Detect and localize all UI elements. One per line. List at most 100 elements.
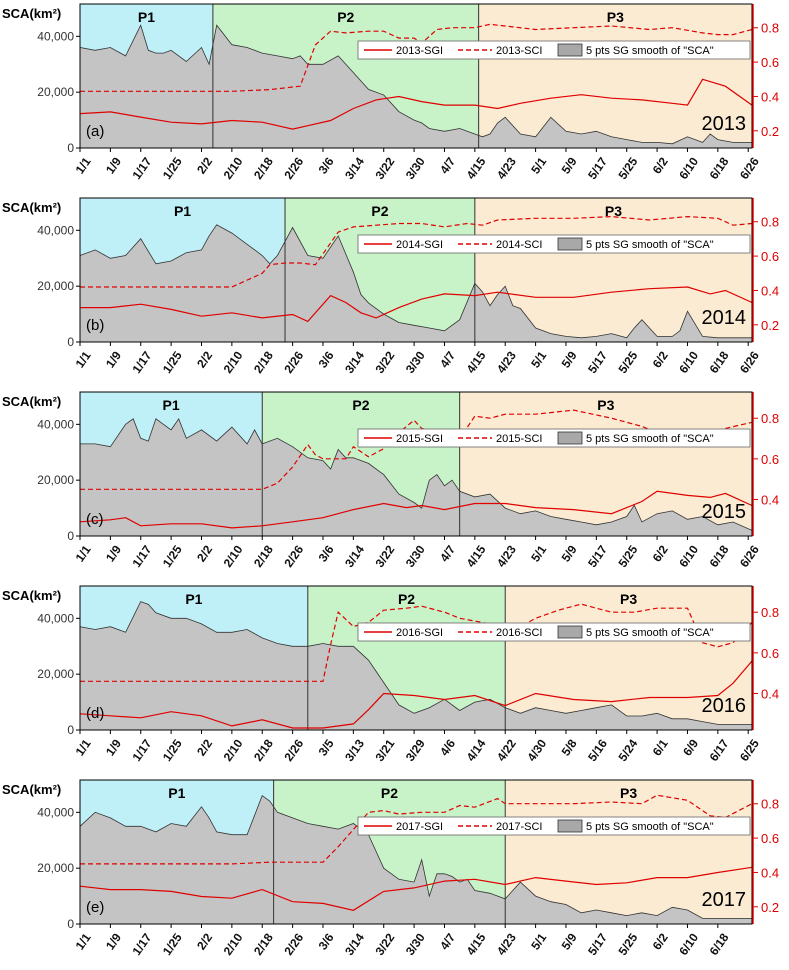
x-tick-label: 4/14 bbox=[464, 736, 489, 763]
x-tick-label: 1/9 bbox=[103, 736, 124, 758]
y-tick-label: 0 bbox=[67, 529, 74, 543]
legend-sca-swatch bbox=[557, 237, 583, 251]
legend-sci-label: 2015-SCI bbox=[496, 433, 542, 445]
period-label-p3: P3 bbox=[620, 591, 637, 607]
x-tick-label: 2/10 bbox=[221, 348, 246, 375]
y2-tick-label: 0.6 bbox=[761, 55, 779, 70]
panel-2: P1 P2 P3 0 20,000 40,000 0.2 0.4 0.6 0.8 1/1 1/9 1/1… bbox=[2, 197, 779, 376]
x-tick-label: 5/25 bbox=[616, 348, 641, 375]
x-tick-label: 4/15 bbox=[464, 542, 489, 569]
x-tick-label: 5/17 bbox=[585, 348, 610, 375]
sgi-line bbox=[79, 78, 753, 130]
x-tick-label: 5/1 bbox=[528, 930, 549, 952]
x-tick-label: 6/18 bbox=[707, 348, 732, 375]
period-region-p3 bbox=[478, 4, 752, 148]
x-tick-label: 4/15 bbox=[464, 930, 489, 957]
y-tick-label: 40,000 bbox=[37, 417, 74, 431]
x-tick-label: 5/25 bbox=[616, 930, 641, 957]
legend: 2016-SGI 2016-SCI 5 pts SG smooth of "SCA" bbox=[357, 622, 751, 642]
year-label: 2014 bbox=[702, 307, 747, 329]
x-tick-label: 6/25 bbox=[737, 736, 762, 763]
x-tick-label: 2/18 bbox=[251, 542, 276, 569]
x-tick-label: 1/17 bbox=[130, 930, 155, 957]
y2-tick-label: 0.4 bbox=[761, 492, 779, 507]
legend: 2013-SGI 2013-SCI 5 pts SG smooth of "SCA" bbox=[357, 40, 751, 60]
x-tick-label: 4/22 bbox=[494, 736, 519, 763]
period-label-p1: P1 bbox=[138, 9, 155, 25]
x-tick-label: 3/6 bbox=[316, 542, 337, 564]
year-label: 2017 bbox=[702, 889, 747, 911]
x-tick-label: 5/25 bbox=[616, 542, 641, 569]
x-tick-label: 6/1 bbox=[650, 736, 671, 758]
x-tick-label: 6/2 bbox=[650, 154, 671, 176]
period-label-p1: P1 bbox=[163, 397, 180, 413]
x-tick-label: 3/30 bbox=[403, 930, 428, 957]
y-tick-label: 40,000 bbox=[37, 29, 74, 43]
x-tick-label: 2/10 bbox=[221, 542, 246, 569]
y-tick-label: 0 bbox=[67, 141, 74, 155]
panel-letter: (c) bbox=[86, 511, 104, 528]
x-tick-label: 6/10 bbox=[676, 930, 701, 957]
x-tick-label: 3/14 bbox=[342, 348, 367, 375]
legend-sgi-label: 2014-SGI bbox=[396, 239, 443, 251]
sgi-line bbox=[79, 660, 753, 729]
plot-frame bbox=[79, 779, 753, 925]
y-tick-label: 40,000 bbox=[37, 611, 74, 625]
x-tick-label: 4/23 bbox=[494, 930, 519, 957]
period-label-p2: P2 bbox=[398, 591, 415, 607]
y2-tick-label: 0.4 bbox=[761, 686, 779, 701]
legend-sca-label: 5 pts SG smooth of "SCA" bbox=[586, 433, 714, 445]
x-tick-label: 2/26 bbox=[281, 736, 306, 763]
x-tick-label: 2/26 bbox=[281, 930, 306, 957]
x-tick-label: 5/1 bbox=[528, 542, 549, 564]
x-tick-label: 5/17 bbox=[585, 542, 610, 569]
x-tick-label: 1/1 bbox=[73, 736, 94, 758]
sgi-line bbox=[79, 490, 753, 529]
period-label-p2: P2 bbox=[381, 785, 398, 801]
legend: 2015-SGI 2015-SCI 5 pts SG smooth of "SCA" bbox=[357, 428, 751, 448]
x-tick-label: 4/6 bbox=[437, 736, 458, 758]
x-tick-label: 6/26 bbox=[737, 348, 762, 375]
x-tick-label: 2/10 bbox=[221, 736, 246, 763]
y2-tick-label: 0.4 bbox=[761, 865, 779, 880]
plot-frame bbox=[79, 391, 753, 537]
x-tick-label: 6/18 bbox=[707, 154, 732, 181]
period-label-p3: P3 bbox=[605, 203, 622, 219]
y2-tick-label: 0.8 bbox=[761, 411, 779, 426]
y-axis-title: SCA(km²) bbox=[2, 394, 61, 409]
x-tick-label: 2/18 bbox=[251, 736, 276, 763]
x-tick-label: 1/1 bbox=[73, 930, 94, 952]
x-tick-label: 1/25 bbox=[160, 930, 185, 957]
x-tick-label: 3/30 bbox=[403, 348, 428, 375]
x-tick-label: 1/9 bbox=[103, 154, 124, 176]
panel-letter: (a) bbox=[86, 123, 104, 140]
legend: 2014-SGI 2014-SCI 5 pts SG smooth of "SCA" bbox=[357, 234, 751, 254]
x-tick-label: 5/1 bbox=[528, 348, 549, 370]
period-label-p2: P2 bbox=[337, 9, 354, 25]
legend-sci-label: 2017-SCI bbox=[496, 821, 542, 833]
panel-1: P1 P2 P3 0 20,000 40,000 0.2 0.4 0.6 0.8 1/1 1/9 1/1… bbox=[2, 3, 779, 182]
legend-sca-label: 5 pts SG smooth of "SCA" bbox=[586, 45, 714, 57]
panel-letter: (d) bbox=[86, 705, 104, 722]
x-tick-label: 4/15 bbox=[464, 348, 489, 375]
x-tick-label: 1/9 bbox=[103, 348, 124, 370]
x-tick-label: 2/2 bbox=[194, 348, 215, 370]
x-tick-label: 1/9 bbox=[103, 930, 124, 952]
y2-tick-label: 0.2 bbox=[761, 318, 779, 333]
legend-sci-label: 2014-SCI bbox=[496, 239, 542, 251]
x-tick-label: 6/10 bbox=[676, 542, 701, 569]
y-tick-label: 20,000 bbox=[37, 861, 74, 875]
x-tick-label: 1/17 bbox=[130, 736, 155, 763]
y-tick-label: 20,000 bbox=[37, 667, 74, 681]
x-tick-label: 5/16 bbox=[585, 736, 610, 763]
x-tick-label: 2/18 bbox=[251, 930, 276, 957]
sci-line bbox=[80, 215, 753, 288]
x-tick-label: 2/18 bbox=[251, 348, 276, 375]
panel-letter: (b) bbox=[86, 317, 104, 334]
y2-tick-label: 0.8 bbox=[761, 215, 779, 230]
x-tick-label: 6/10 bbox=[676, 154, 701, 181]
legend-sca-swatch bbox=[557, 625, 583, 639]
period-label-p3: P3 bbox=[620, 785, 637, 801]
legend-sca-swatch bbox=[557, 43, 583, 57]
x-tick-label: 2/26 bbox=[281, 154, 306, 181]
